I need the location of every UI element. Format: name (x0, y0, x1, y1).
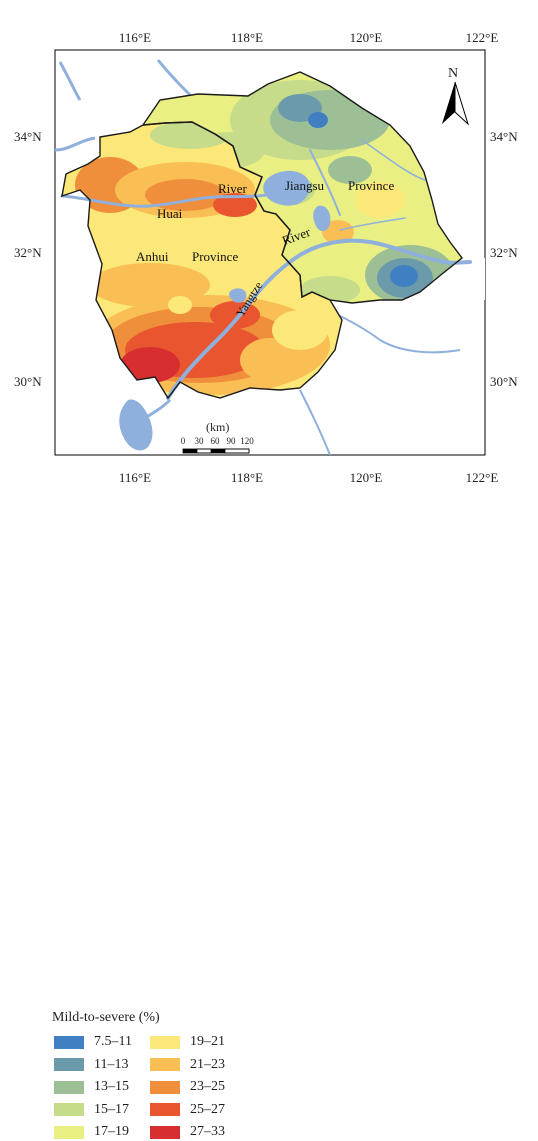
lake-chaohu (229, 288, 247, 303)
label-province-east: Province (348, 178, 395, 193)
lon-label-116-top: 116°E (118, 30, 152, 45)
legend-item: 7.5–11 (54, 1033, 132, 1051)
scale-tick: 90 (226, 436, 236, 446)
scale-bar-graphic (182, 448, 250, 454)
legend-label: 7.5–11 (94, 1034, 132, 1049)
legend: Mild-to-severe (%) 7.5–11 11–13 13–15 15–17… (0, 500, 538, 1139)
lon-label-118-bottom: 118°E (230, 470, 264, 485)
legend-swatch (54, 1058, 84, 1071)
yangtze-river (166, 238, 472, 400)
lon-label-116-bottom: 116°E (118, 470, 152, 485)
legend-label: 15–17 (94, 1101, 129, 1117)
lat-label-32-right: 32°N (490, 245, 518, 260)
scale-tick: 60 (210, 436, 220, 446)
lon-label-120-top: 120°E (349, 30, 383, 45)
legend-swatch (150, 1080, 180, 1094)
legend-item: 15–17 (54, 1101, 129, 1119)
legend-swatch (150, 1058, 180, 1071)
lat-label-34-right: 34°N (490, 129, 518, 144)
lake-gaoyou (313, 205, 331, 232)
lake-hongze (263, 170, 310, 206)
lon-label-118-top: 118°E (230, 30, 264, 45)
lon-label-120-bottom: 120°E (349, 470, 383, 485)
legend-label: 25–27 (190, 1101, 225, 1117)
huai-river (60, 190, 280, 208)
legend-item: 21–23 (150, 1056, 225, 1074)
label-province-west: Province (192, 249, 239, 264)
legend-item: 27–33 (150, 1123, 225, 1141)
lon-label-122-bottom: 122°E (465, 470, 499, 485)
legend-swatch (150, 1103, 180, 1116)
label-jiangsu: Jiangsu (285, 178, 324, 193)
legend-item: 25–27 (150, 1101, 225, 1119)
lat-label-30-left: 30°N (14, 374, 42, 389)
legend-label: 17–19 (94, 1124, 129, 1139)
legend-label: 11–13 (94, 1056, 129, 1072)
legend-swatch (54, 1035, 84, 1049)
legend-label: 27–33 (190, 1124, 225, 1139)
lat-label-32-left: 32°N (14, 245, 42, 260)
lat-label-34-left: 34°N (14, 129, 42, 144)
legend-item: 11–13 (54, 1056, 128, 1074)
label-anhui: Anhui (136, 249, 169, 264)
scale-tick: 30 (194, 436, 204, 446)
legend-label: 23–25 (190, 1079, 225, 1094)
lat-label-30-right: 30°N (490, 374, 518, 389)
legend-item: 13–15 (54, 1078, 129, 1096)
legend-label: 19–21 (190, 1034, 225, 1049)
legend-swatch (150, 1035, 180, 1049)
lake-poyang (119, 399, 153, 451)
sea-area (462, 258, 485, 300)
legend-swatch (54, 1103, 84, 1116)
legend-item: 17–19 (54, 1123, 129, 1141)
legend-swatch (150, 1125, 180, 1139)
legend-title: Mild-to-severe (%) (52, 1010, 160, 1025)
outside-water (55, 59, 461, 455)
legend-item: 23–25 (150, 1078, 225, 1096)
label-huai: Huai (157, 206, 183, 221)
scale-tick: 120 (240, 436, 254, 446)
legend-label: 21–23 (190, 1056, 225, 1072)
scale-bar-unit: (km) (206, 420, 230, 434)
legend-swatch (54, 1080, 84, 1094)
legend-item: 19–21 (150, 1033, 225, 1051)
north-arrow-label: N (448, 66, 459, 81)
rivers (60, 139, 472, 400)
legend-swatch (54, 1125, 84, 1139)
map-figure (54, 49, 486, 456)
anhui-boundary (61, 121, 343, 400)
north-arrow-icon (442, 81, 470, 126)
legend-label: 13–15 (94, 1079, 129, 1094)
label-river-huai: River (218, 181, 247, 196)
scale-tick: 0 (180, 436, 186, 446)
lon-label-122-top: 122°E (465, 30, 499, 45)
